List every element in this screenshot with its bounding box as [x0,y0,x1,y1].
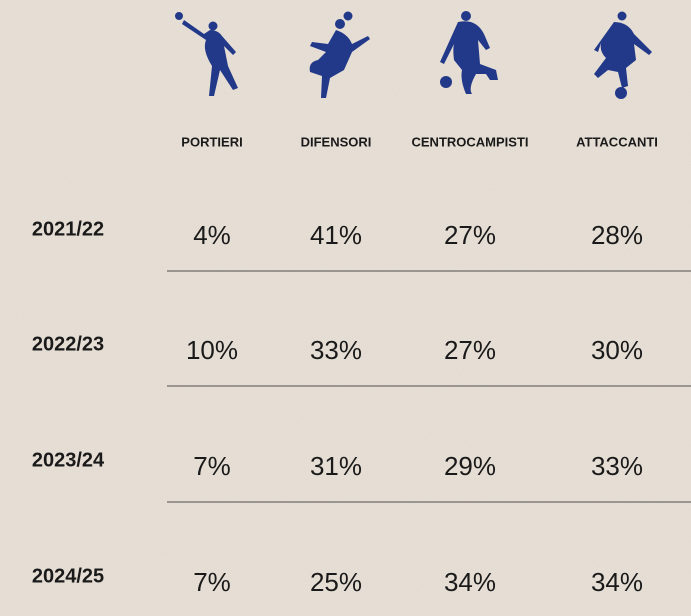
percentage-cell: 4% [193,220,231,250]
infographic: PORTIERI DIFENSORI CENTROCAMPISTI ATTACCANT… [0,0,691,616]
column-header: ATTACCANTI [576,134,658,149]
percentage-cell: 33% [310,335,362,365]
percentage-cell: 34% [444,567,496,597]
percentage-cell: 27% [444,335,496,365]
season-label: 2023/24 [32,449,105,471]
percentage-cell: 7% [193,451,231,481]
season-label: 2021/22 [32,218,104,240]
percentage-cell: 41% [310,220,362,250]
column-header: CENTROCAMPISTI [412,134,529,149]
percentage-cell: 27% [444,220,496,250]
percentage-cell: 7% [193,567,231,597]
percentage-cell: 31% [310,451,362,481]
percentage-cell: 25% [310,567,362,597]
percentage-cell: 28% [591,220,643,250]
background-texture [0,0,691,616]
percentage-cell: 10% [186,335,238,365]
percentage-cell: 29% [444,451,496,481]
column-header: PORTIERI [181,134,242,149]
percentage-cell: 33% [591,451,643,481]
season-label: 2024/25 [32,565,104,587]
season-label: 2022/23 [32,333,104,355]
page: PORTIERI DIFENSORI CENTROCAMPISTI ATTACCANT… [0,0,691,616]
percentage-cell: 34% [591,567,643,597]
column-header: DIFENSORI [301,134,372,149]
percentage-cell: 30% [591,335,643,365]
